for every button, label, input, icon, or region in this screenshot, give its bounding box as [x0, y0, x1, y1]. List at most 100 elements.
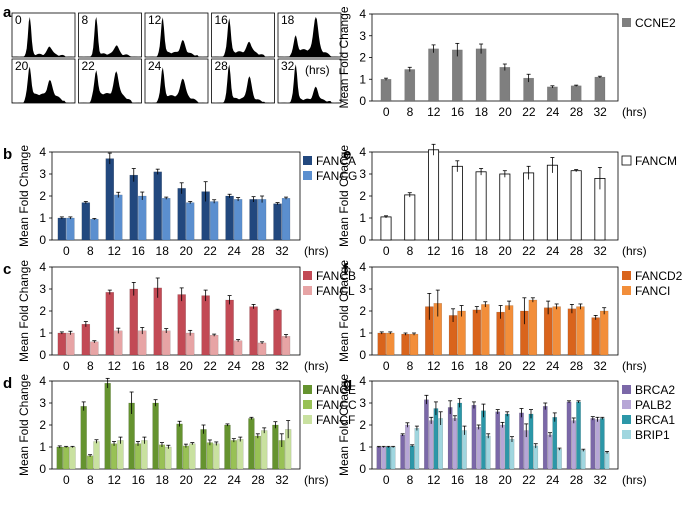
bar-fancb: [57, 332, 67, 356]
bar-fancb: [81, 324, 91, 356]
y-axis-label: Mean Fold Change: [337, 6, 351, 108]
x-tick-label: 18: [475, 105, 489, 119]
x-tick-label: 8: [407, 244, 414, 258]
legend-swatch: [303, 271, 312, 280]
bar-fance: [152, 402, 159, 470]
bar-fancf: [69, 446, 76, 470]
bar-fancm: [451, 165, 463, 241]
x-tick-label: 16: [451, 473, 465, 487]
x-tick-label: 20: [180, 359, 194, 373]
bar-fancb: [129, 288, 138, 356]
y-tick-label: 2: [359, 189, 366, 203]
bar-fanci: [457, 310, 466, 356]
bar-brca2: [424, 399, 429, 470]
y-tick-label: 1: [359, 326, 366, 340]
x-tick-label: 0: [383, 105, 390, 119]
legend-label: BRCA1: [635, 413, 675, 427]
bar-fancb: [177, 294, 186, 356]
bar-ccne2: [499, 67, 511, 102]
legend-label: FANCC: [316, 398, 357, 412]
x-axis-label: (hrs): [622, 105, 647, 119]
flow-histogram: 12: [144, 12, 209, 58]
x-tick-label: 0: [383, 473, 390, 487]
bar-brip1: [509, 439, 515, 470]
bar-brip1: [604, 452, 610, 470]
x-tick-label: 0: [63, 473, 70, 487]
bar-brip1: [390, 446, 396, 470]
flow-histogram-profile: [78, 70, 142, 103]
panel-letter-g: g: [343, 375, 352, 392]
bar-fancm: [404, 194, 416, 241]
x-axis-label: (hrs): [622, 244, 647, 258]
x-tick-label: 8: [407, 105, 414, 119]
bar-fancb: [105, 292, 114, 356]
bar-fancb: [249, 306, 258, 356]
legend-label: FANCF: [316, 413, 355, 427]
x-tick-label: 28: [251, 473, 265, 487]
x-tick-label: 16: [132, 244, 146, 258]
bar-fancl: [162, 330, 171, 356]
legend-swatch: [622, 430, 631, 439]
bar-fancl: [209, 335, 219, 356]
x-axis-label: (hrs): [622, 473, 647, 487]
bar-brca1: [433, 408, 439, 470]
flow-histogram-frame: [277, 58, 342, 104]
bar-brca1: [409, 445, 415, 470]
y-tick-label: 3: [39, 282, 46, 296]
x-tick-label: 12: [427, 359, 441, 373]
x-tick-label: 16: [451, 105, 465, 119]
bar-palb2: [476, 427, 482, 470]
x-tick-label: 8: [87, 359, 94, 373]
bar-fancb: [273, 309, 282, 356]
y-tick-label: 0: [359, 233, 366, 247]
x-tick-label: 22: [203, 244, 217, 258]
bar-fancc: [110, 443, 118, 470]
bar-fancg: [114, 194, 123, 241]
x-axis-label: (hrs): [304, 244, 329, 258]
bar-fanca: [177, 188, 186, 241]
y-tick-label: 4: [359, 145, 366, 159]
bar-fance: [80, 406, 87, 470]
y-tick-label: 1: [359, 72, 366, 86]
y-tick-label: 0: [359, 348, 366, 362]
bar-fance: [224, 424, 231, 470]
flow-timepoint-label: 8: [82, 13, 89, 27]
bar-brip1: [533, 445, 539, 470]
bar-brca2: [542, 406, 548, 470]
bar-fancg: [257, 199, 267, 241]
bar-fancc: [134, 443, 142, 470]
y-tick-label: 3: [359, 167, 366, 181]
bar-fanca: [249, 199, 258, 241]
bar-palb2: [500, 424, 505, 470]
bar-palb2: [381, 446, 386, 470]
x-tick-label: 28: [570, 473, 584, 487]
bar-brca1: [576, 401, 581, 470]
bar-fancg: [281, 197, 291, 241]
bar-ccne2: [428, 48, 439, 102]
flow-histogram-frame: [211, 12, 275, 58]
bar-fanca: [57, 217, 67, 241]
bar-fancd2: [543, 307, 553, 356]
y-tick-label: 2: [39, 418, 46, 432]
bar-fanca: [225, 195, 234, 241]
flow-timepoint-label: 18: [281, 13, 295, 27]
bar-fancd2: [377, 332, 386, 356]
x-tick-label: 22: [522, 105, 536, 119]
bar-fancl: [66, 332, 75, 356]
x-tick-label: 24: [227, 244, 241, 258]
x-tick-label: 12: [427, 105, 441, 119]
x-tick-label: 12: [427, 244, 441, 258]
bar-fancm: [380, 216, 392, 241]
legend-swatch: [622, 18, 631, 27]
bar-ccne2: [380, 79, 392, 102]
panel-letter-a: a: [3, 4, 12, 21]
flow-timepoint-label: 12: [148, 13, 162, 27]
x-tick-label: 8: [87, 244, 94, 258]
x-tick-label: 28: [570, 244, 584, 258]
y-tick-label: 3: [39, 396, 46, 410]
legend-label: FANCE: [316, 383, 356, 397]
panel-letter-b: b: [3, 146, 12, 163]
bar-fancc: [86, 455, 94, 470]
